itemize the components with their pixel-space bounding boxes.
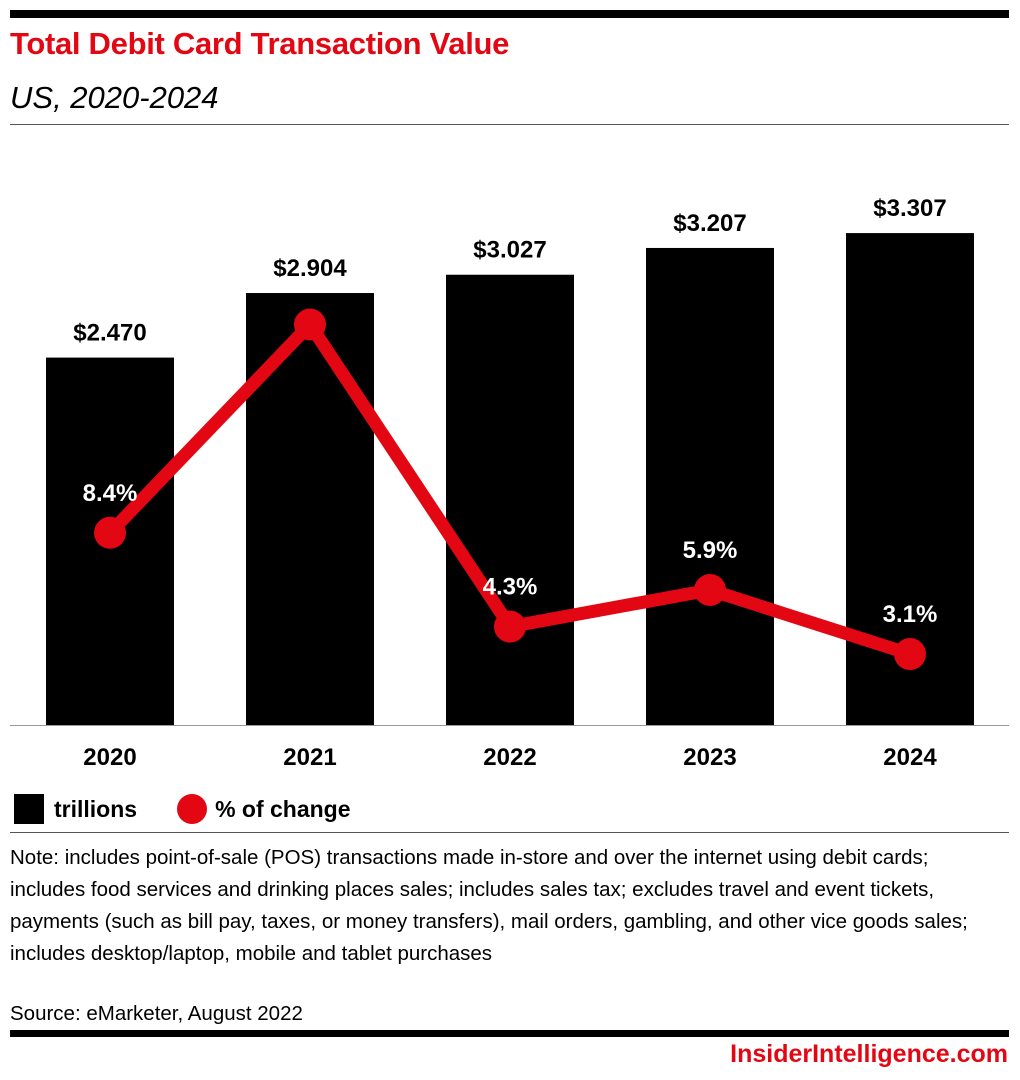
chart-area: $2.470 2020 $2.904 2021 $3.027 2022 $3.207 2023… bbox=[10, 195, 1009, 771]
bar-value-label-2020: $2.470 bbox=[73, 320, 146, 347]
subtitle-rule bbox=[10, 124, 1009, 125]
chart-title: Total Debit Card Transaction Value bbox=[10, 26, 510, 61]
change-label-2023: 5.9% bbox=[683, 537, 738, 564]
change-point-2024 bbox=[894, 638, 926, 671]
legend-line-swatch bbox=[177, 794, 208, 824]
footnote: Note: includes point-of-sale (POS) trans… bbox=[10, 846, 968, 965]
bottom-rule bbox=[10, 1030, 1009, 1037]
x-tick-label-2023: 2023 bbox=[683, 744, 736, 771]
legend: trillions % of change bbox=[14, 794, 351, 824]
bar-value-label-2021: $2.904 bbox=[273, 255, 347, 282]
change-point-2023 bbox=[694, 573, 726, 606]
chart-subtitle: US, 2020-2024 bbox=[10, 80, 219, 115]
change-label-2020: 8.4% bbox=[83, 480, 138, 507]
change-label-2024: 3.1% bbox=[883, 601, 938, 628]
bar-value-label-2024: $3.307 bbox=[873, 195, 946, 222]
x-tick-label-2021: 2021 bbox=[283, 744, 336, 771]
bar-value-label-2023: $3.207 bbox=[673, 210, 746, 237]
bar-2023 bbox=[646, 247, 774, 725]
change-label-2021: 17.5% bbox=[276, 272, 344, 299]
change-point-2020 bbox=[94, 516, 126, 549]
legend-line-label: % of change bbox=[215, 795, 351, 822]
change-point-2022 bbox=[494, 610, 526, 643]
x-tick-label-2020: 2020 bbox=[83, 744, 136, 771]
legend-rule bbox=[10, 832, 1009, 833]
bar-2022 bbox=[446, 274, 574, 725]
brand-logo-text: InsiderIntelligence.com bbox=[730, 1040, 1008, 1068]
change-label-2022: 4.3% bbox=[483, 574, 538, 601]
bar-2021 bbox=[246, 293, 374, 725]
change-point-2021 bbox=[294, 308, 326, 341]
x-tick-label-2022: 2022 bbox=[483, 744, 536, 771]
bar-value-label-2022: $3.027 bbox=[473, 237, 546, 264]
x-tick-label-2024: 2024 bbox=[883, 744, 937, 771]
legend-bar-label: trillions bbox=[54, 795, 138, 822]
legend-bar-swatch bbox=[14, 794, 44, 824]
source-line: Source: eMarketer, August 2022 bbox=[10, 1002, 303, 1025]
top-rule bbox=[10, 10, 1009, 18]
